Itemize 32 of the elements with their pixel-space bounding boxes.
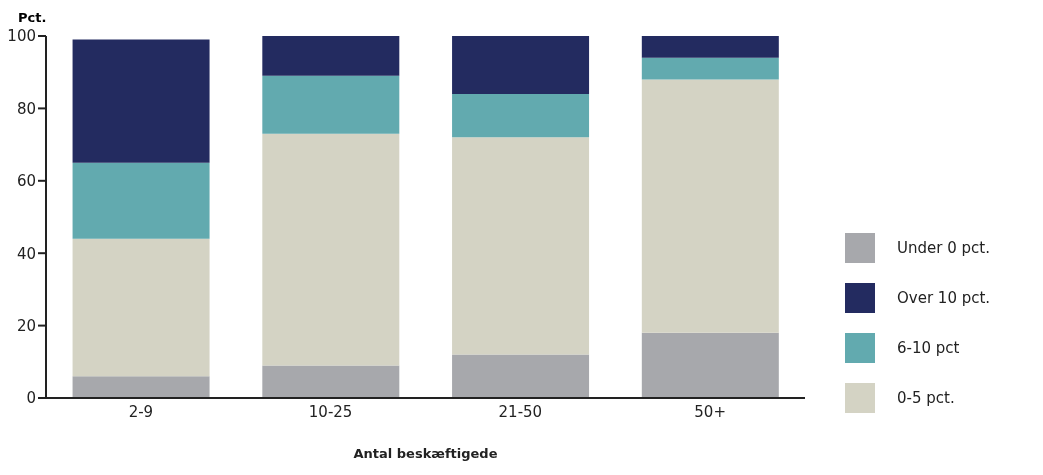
bar bbox=[262, 365, 400, 398]
bar bbox=[72, 39, 210, 163]
x-tick-label: 2-9 bbox=[128, 402, 154, 421]
bar bbox=[641, 79, 779, 333]
x-tick-label: 10-25 bbox=[308, 402, 353, 421]
y-tick-label: 40 bbox=[16, 244, 36, 263]
x-axis-title: Antal beskæftigede bbox=[353, 446, 498, 461]
y-tick-label: 60 bbox=[16, 172, 36, 191]
bar bbox=[452, 93, 590, 138]
bar bbox=[72, 162, 210, 239]
bar bbox=[452, 354, 590, 398]
bar bbox=[72, 238, 210, 377]
bar bbox=[641, 57, 779, 80]
bar bbox=[641, 332, 779, 398]
x-tick-label: 50+ bbox=[694, 402, 726, 421]
legend-label: 0-5 pct. bbox=[897, 389, 955, 407]
y-tick-label: 100 bbox=[7, 27, 36, 46]
bar bbox=[262, 133, 400, 366]
y-tick-label: 20 bbox=[16, 316, 36, 335]
bar bbox=[452, 36, 590, 94]
legend-label: Under 0 pct. bbox=[897, 239, 990, 257]
x-tick-label: 21-50 bbox=[498, 402, 543, 421]
y-tick-label: 80 bbox=[16, 99, 36, 118]
legend-label: Over 10 pct. bbox=[897, 289, 991, 307]
bar bbox=[641, 36, 779, 58]
legend-label: 6-10 pct bbox=[897, 339, 960, 357]
bar bbox=[262, 75, 400, 134]
y-axis-title: Pct. bbox=[18, 10, 47, 25]
bar bbox=[262, 36, 400, 76]
y-tick-label: 0 bbox=[26, 389, 36, 408]
bar bbox=[452, 137, 590, 355]
bar bbox=[72, 376, 210, 398]
